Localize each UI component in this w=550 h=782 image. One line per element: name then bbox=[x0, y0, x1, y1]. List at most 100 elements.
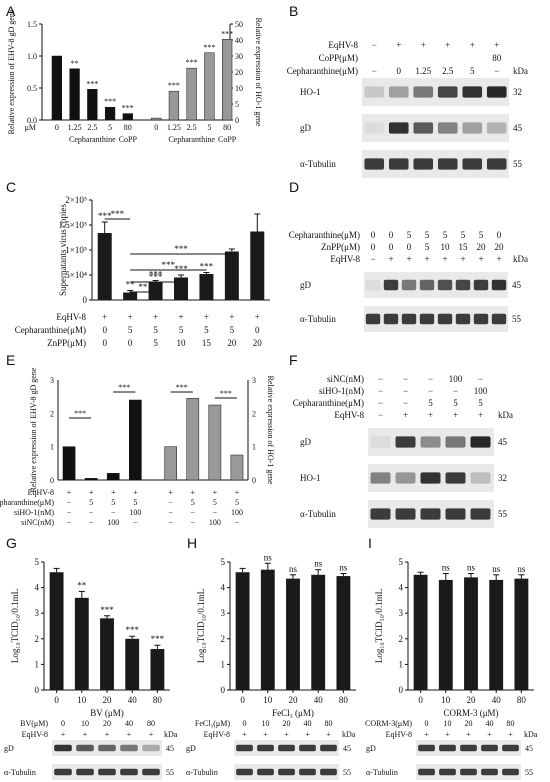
bar bbox=[489, 579, 504, 690]
condition-value: − bbox=[168, 498, 173, 507]
condition-value: 40 bbox=[125, 719, 133, 728]
bar bbox=[186, 398, 200, 481]
blot-band bbox=[486, 86, 507, 98]
condition-value: + bbox=[111, 488, 116, 497]
blot-band bbox=[486, 158, 507, 170]
panel-e-chart: 0 0 1 1 2 2 3 3 *** *** *** *** EqHV-8 + + + + + + + + Cephar… bbox=[0, 367, 275, 527]
condition-value: 0 bbox=[102, 325, 107, 335]
blot-label: α-Tubulin bbox=[4, 768, 36, 777]
blot-band bbox=[420, 508, 441, 520]
bar bbox=[311, 574, 326, 690]
y-axis-right-title: Relative expression of HO-1 gene bbox=[254, 18, 263, 127]
condition-row-label: CoPP(μM) bbox=[319, 53, 358, 63]
bar bbox=[224, 251, 239, 300]
x-tick-label: 0 bbox=[154, 123, 158, 132]
blot-band bbox=[395, 508, 416, 520]
bar bbox=[438, 579, 453, 690]
condition-row-label: Cepharanthine(μM) bbox=[287, 66, 358, 76]
condition-value: + bbox=[133, 488, 138, 497]
condition-value: 5 bbox=[453, 398, 458, 408]
blot-band bbox=[473, 279, 489, 291]
y-right-tick-label: 10 bbox=[235, 84, 243, 93]
condition-row-label: ZnPP(μM) bbox=[321, 242, 360, 252]
blot-band bbox=[395, 436, 416, 448]
condition-row-label: EqHV-8 bbox=[328, 40, 358, 50]
condition-value: 10 bbox=[262, 719, 270, 728]
bar bbox=[250, 231, 265, 300]
significance-label: *** bbox=[174, 264, 188, 274]
condition-value: − bbox=[378, 386, 383, 396]
bar bbox=[222, 39, 233, 121]
blot-band bbox=[98, 744, 116, 752]
condition-value: − bbox=[403, 398, 408, 408]
blot-band bbox=[462, 86, 483, 98]
bar bbox=[514, 578, 529, 690]
y-axis-title: Log₁₀TCID₅₀/0.1mL bbox=[10, 589, 20, 663]
y-tick-label: 1 bbox=[35, 659, 40, 669]
condition-value: − bbox=[67, 508, 72, 517]
condition-value: 5 bbox=[428, 398, 433, 408]
blot-band bbox=[491, 279, 507, 291]
condition-value: − bbox=[111, 508, 116, 517]
condition-value: 5 bbox=[89, 498, 93, 507]
y-tick-label: 1.5×10⁵ bbox=[59, 220, 87, 230]
condition-row-label: Cepharanthine(μM) bbox=[15, 325, 86, 335]
blot-band bbox=[365, 279, 381, 291]
blot-band bbox=[388, 86, 409, 98]
condition-value: 80 bbox=[507, 719, 515, 728]
comparison-significance: *** bbox=[176, 383, 188, 392]
y-tick-label: 2 bbox=[50, 409, 54, 418]
condition-value: 80 bbox=[325, 719, 333, 728]
significance-label: *** bbox=[86, 79, 98, 88]
y-tick-label: 0 bbox=[83, 295, 88, 305]
condition-value: 20 bbox=[477, 242, 487, 252]
x-tick-label: 0 bbox=[54, 695, 59, 705]
panel-c-label: C bbox=[6, 179, 16, 195]
condition-row-label: CORM-3(μM) bbox=[365, 719, 412, 728]
group-label: Cepharanthine bbox=[168, 135, 215, 144]
panel-e-label: E bbox=[6, 352, 15, 368]
blot-band bbox=[364, 86, 385, 98]
kda-value: 55 bbox=[166, 768, 174, 777]
blot-band bbox=[462, 158, 483, 170]
comparison-significance: *** bbox=[162, 260, 176, 270]
blot-band bbox=[370, 508, 391, 520]
blot-label: HO-1 bbox=[300, 87, 321, 97]
y-tick-label: 1×10⁵ bbox=[65, 245, 87, 255]
condition-value: − bbox=[403, 386, 408, 396]
kda-value: 55 bbox=[498, 509, 508, 519]
condition-value: + bbox=[494, 40, 499, 50]
group-label: CoPP bbox=[119, 135, 138, 144]
condition-value: + bbox=[263, 730, 268, 739]
bar bbox=[174, 277, 188, 300]
bar bbox=[151, 117, 162, 121]
comparison-significance: ** bbox=[138, 282, 148, 292]
blot-band bbox=[445, 472, 466, 484]
condition-row-label: Cepharanthine(μM) bbox=[289, 230, 360, 240]
blot-band bbox=[486, 122, 507, 134]
blot-band bbox=[413, 86, 434, 98]
x-tick-label: 40 bbox=[492, 695, 502, 705]
condition-value: + bbox=[242, 730, 247, 739]
kda-header: kDa bbox=[164, 730, 178, 739]
condition-value: + bbox=[460, 254, 465, 264]
x-tick-label: 0 bbox=[240, 695, 245, 705]
condition-value: + bbox=[388, 254, 393, 264]
condition-row-label: EqHV-8 bbox=[22, 730, 48, 739]
comparison-significance: *** bbox=[174, 244, 188, 254]
blot-band bbox=[481, 768, 498, 776]
y-tick-label: 0 bbox=[399, 685, 404, 695]
significance-label: ns bbox=[314, 559, 323, 569]
bar bbox=[97, 233, 112, 300]
blot-band bbox=[257, 768, 274, 776]
units-label: μM bbox=[25, 123, 36, 132]
kda-value: 55 bbox=[343, 768, 351, 777]
condition-value: 0 bbox=[497, 230, 502, 240]
blot-band bbox=[420, 436, 441, 448]
y-axis-right-title: Relative expression of HO-1 gene bbox=[266, 376, 275, 485]
kda-value: 45 bbox=[525, 744, 533, 753]
condition-value: − bbox=[235, 518, 240, 527]
condition-value: + bbox=[191, 488, 196, 497]
